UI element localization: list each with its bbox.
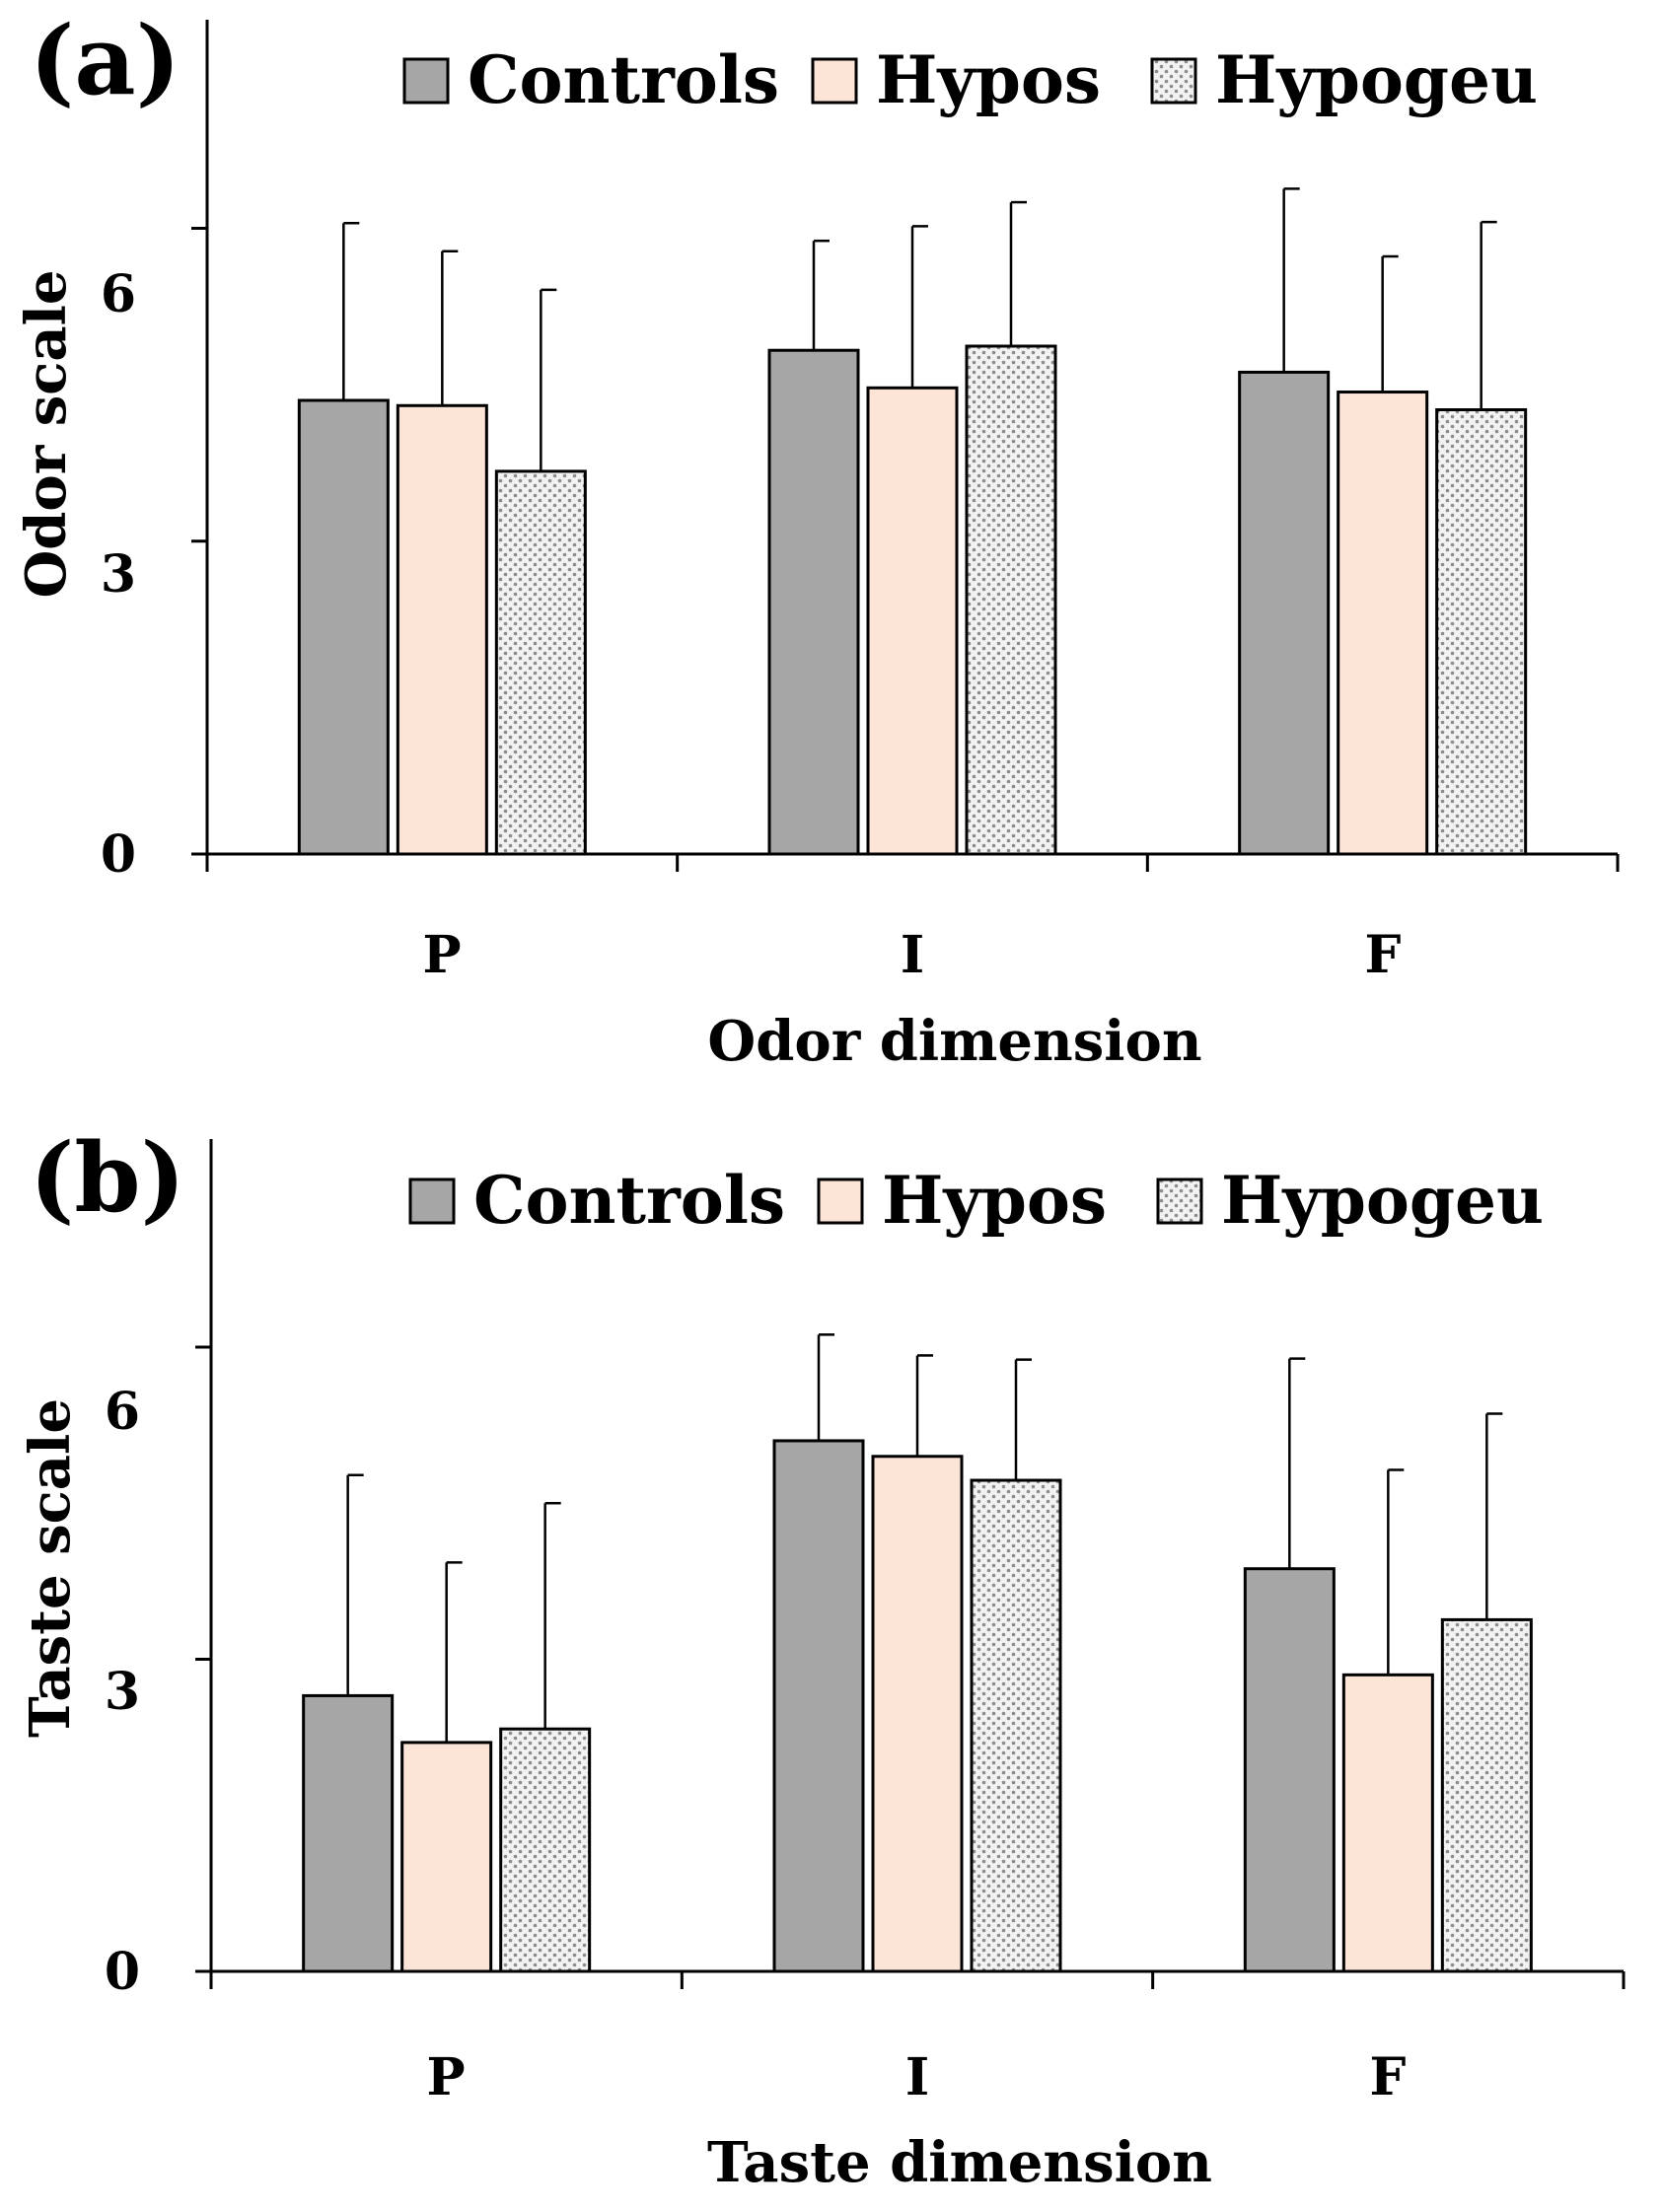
- y-tick-label: 6: [101, 264, 136, 324]
- legend-swatch-hypogeu: [1156, 1177, 1203, 1225]
- bar-controls-i: [767, 348, 860, 856]
- x-category-label: P: [426, 2047, 465, 2107]
- panel-b-y-ticks: 0 3 6: [105, 1382, 140, 2002]
- x-axis-title: Odor dimension: [707, 1009, 1201, 1074]
- y-tick-label: 3: [101, 544, 136, 605]
- y-axis-title: Odor scale: [14, 269, 79, 598]
- x-category-label: I: [905, 2047, 929, 2107]
- legend-swatch-hypos: [817, 1177, 864, 1225]
- bar-controls-f: [1243, 1567, 1336, 1973]
- panel-a-y-ticks: 0 3 6: [101, 264, 136, 885]
- bar-controls-f: [1238, 370, 1331, 856]
- x-category-label: P: [422, 925, 461, 985]
- legend-label-controls: Controls: [473, 1162, 785, 1239]
- panel-a-plot: [191, 20, 1620, 872]
- x-category-label: F: [1365, 925, 1402, 985]
- bar-hypos-i: [866, 386, 959, 856]
- bar-hypogeu-f: [1440, 1617, 1533, 1973]
- legend-label-hypos: Hypos: [876, 41, 1101, 118]
- legend-swatch-hypogeu: [1150, 57, 1197, 105]
- legend-label-hypogeu: Hypogeu: [1215, 41, 1538, 118]
- bar-hypos-p: [400, 1741, 493, 1973]
- bar-hypogeu-p: [499, 1727, 592, 1973]
- panel-b-label: (b): [30, 1122, 185, 1234]
- bar-controls-p: [302, 1693, 395, 1973]
- legend-swatch-controls: [402, 57, 450, 105]
- bar-hypos-f: [1337, 391, 1429, 856]
- panel-b: (b) Controls Hypos Hypogeu 0 3 6 P I F T…: [18, 1122, 1626, 2195]
- bar-controls-p: [297, 398, 390, 856]
- x-category-label: I: [901, 925, 924, 985]
- bar-hypogeu-i: [970, 1478, 1062, 1973]
- y-axis-title: Taste scale: [18, 1398, 83, 1738]
- bar-hypos-i: [871, 1455, 964, 1973]
- x-category-label: F: [1370, 2047, 1407, 2107]
- legend-swatch-controls: [408, 1177, 456, 1225]
- bar-hypos-f: [1341, 1673, 1434, 1973]
- panel-a-x-categories: P I F: [422, 925, 1401, 985]
- bar-hypos-p: [396, 403, 488, 856]
- bar-hypogeu-i: [965, 344, 1057, 856]
- panel-b-x-categories: P I F: [426, 2047, 1406, 2107]
- panel-a: (a) Controls Hypos Hypogeu 0 3 6 P I F O…: [14, 5, 1620, 1074]
- legend-label-hypogeu: Hypogeu: [1221, 1162, 1544, 1239]
- bar-hypogeu-f: [1435, 408, 1528, 856]
- legend-label-hypos: Hypos: [882, 1162, 1107, 1239]
- x-axis-title: Taste dimension: [707, 2130, 1212, 2195]
- y-tick-label: 3: [105, 1662, 140, 1722]
- y-tick-label: 0: [105, 1942, 140, 2002]
- y-tick-label: 0: [101, 824, 136, 885]
- legend-swatch-hypos: [811, 57, 858, 105]
- bar-hypogeu-p: [494, 469, 587, 856]
- panel-a-legend: Controls Hypos Hypogeu: [402, 41, 1538, 118]
- panel-b-legend: Controls Hypos Hypogeu: [408, 1162, 1544, 1239]
- bar-controls-i: [772, 1439, 865, 1973]
- y-tick-label: 6: [105, 1382, 140, 1442]
- panel-b-plot: [195, 1139, 1626, 1989]
- panel-a-label: (a): [30, 5, 181, 116]
- legend-label-controls: Controls: [468, 41, 779, 118]
